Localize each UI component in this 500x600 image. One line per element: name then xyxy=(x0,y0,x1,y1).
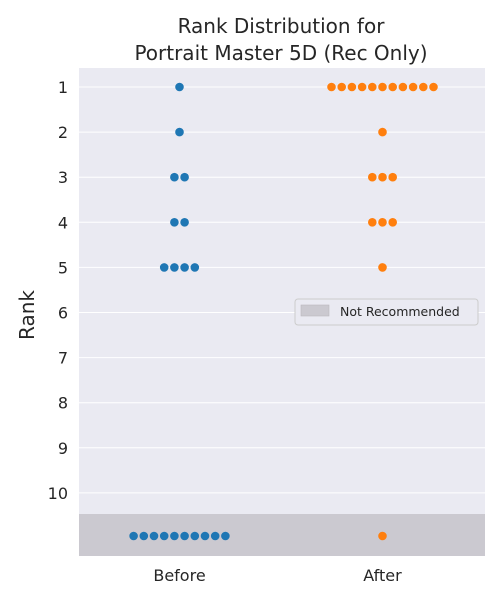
point-before-not-recommended-4 xyxy=(159,531,169,541)
data-points xyxy=(129,82,438,541)
point-before-2-1 xyxy=(175,127,184,137)
point-after-4-3 xyxy=(388,218,398,227)
point-before-5-4 xyxy=(190,263,200,272)
legend-label: Not Recommended xyxy=(340,304,460,319)
point-after-1-8 xyxy=(398,82,408,92)
y-tick-9: 9 xyxy=(58,439,68,458)
x-tick-before: Before xyxy=(153,566,205,585)
y-tick-4: 4 xyxy=(58,213,68,232)
point-before-not-recommended-10 xyxy=(221,531,230,541)
grid-lines xyxy=(79,86,485,494)
y-tick-2: 2 xyxy=(58,123,68,142)
point-after-1-7 xyxy=(388,82,398,92)
point-before-5-2 xyxy=(170,263,179,272)
chart-title-line-2: Portrait Master 5D (Rec Only) xyxy=(134,41,427,65)
point-after-1-4 xyxy=(357,82,367,92)
point-after-1-11 xyxy=(429,82,438,92)
point-after-1-6 xyxy=(378,82,387,92)
point-before-3-2 xyxy=(180,172,189,182)
point-after-3-3 xyxy=(388,172,398,182)
point-before-not-recommended-2 xyxy=(139,531,149,541)
point-after-1-9 xyxy=(408,82,418,92)
point-after-4-1 xyxy=(368,218,377,227)
point-before-5-3 xyxy=(180,263,189,272)
x-tick-labels: Before After xyxy=(153,566,402,585)
point-after-1-2 xyxy=(337,82,347,92)
y-tick-10: 10 xyxy=(48,484,68,503)
point-after-1-3 xyxy=(347,82,357,92)
legend-box xyxy=(294,298,479,326)
legend: Not Recommended xyxy=(294,298,479,326)
point-before-not-recommended-7 xyxy=(190,531,200,541)
point-after-1-1 xyxy=(327,82,336,92)
chart-title-line-1: Rank Distribution for xyxy=(178,14,386,38)
point-after-1-5 xyxy=(368,82,377,92)
point-after-5-1 xyxy=(378,263,387,272)
point-before-4-1 xyxy=(170,218,179,227)
y-tick-5: 5 xyxy=(58,258,68,277)
point-before-not-recommended-9 xyxy=(210,531,220,541)
point-before-4-2 xyxy=(180,218,189,227)
y-tick-6: 6 xyxy=(58,304,68,323)
point-before-not-recommended-3 xyxy=(149,531,159,541)
point-before-not-recommended-5 xyxy=(170,531,179,541)
point-before-3-1 xyxy=(170,172,179,182)
x-tick-after: After xyxy=(363,566,402,585)
point-after-1-10 xyxy=(419,82,428,92)
y-tick-7: 7 xyxy=(58,349,68,368)
point-after-2-1 xyxy=(378,127,387,137)
point-before-5-1 xyxy=(159,263,169,272)
point-after-4-2 xyxy=(378,218,387,227)
y-tick-1: 1 xyxy=(58,78,68,97)
point-after-3-1 xyxy=(368,172,377,182)
point-before-not-recommended-6 xyxy=(180,531,189,541)
y-tick-8: 8 xyxy=(58,394,68,413)
point-after-3-2 xyxy=(378,172,387,182)
point-before-1-1 xyxy=(175,82,184,92)
y-tick-3: 3 xyxy=(58,168,68,187)
point-after-not-recommended-1 xyxy=(378,531,387,541)
point-before-not-recommended-8 xyxy=(200,531,210,541)
y-tick-labels: 1 2 3 4 5 6 7 8 9 10 xyxy=(48,78,68,503)
point-before-not-recommended-1 xyxy=(129,531,138,541)
y-axis-label: Rank xyxy=(15,290,39,340)
legend-swatch xyxy=(300,304,330,317)
